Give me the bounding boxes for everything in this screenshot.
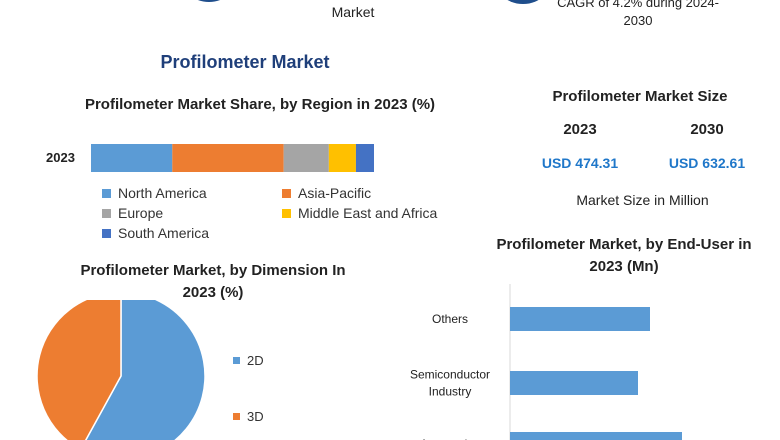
cagr-line-1: CAGR of 4.2% during 2024- [557,0,719,10]
region-category-label: 2023 [46,150,75,165]
legend-swatch [233,413,240,420]
region-chart-title-text: Profilometer Market Share, by Region in … [84,96,436,113]
dimension-legend-item: 2D [233,353,264,368]
legend-swatch [102,228,111,238]
growth-icon [490,0,556,14]
legend-swatch [102,188,111,198]
end-user-category-label: Others [432,312,468,326]
pie-slice-3D [36,300,122,440]
legend-label: South America [118,225,210,241]
globe-icon [178,0,240,12]
region-legend-item: South America [102,225,209,241]
market-size-value-2030: USD 632.61 [668,155,746,171]
header-cagr-text: CAGR of 4.2% during 2024- 2030 [548,0,728,30]
end-user-category-label: Semiconductor Industry [410,368,490,399]
market-size-title: Profilometer Market Size [552,88,728,105]
legend-label: Asia-Pacific [298,185,372,201]
end-user-chart-title: Profilometer Market, by End-User in 2023… [496,236,752,275]
dimension-chart-title: Profilometer Market, by Dimension In 202… [80,262,346,301]
cagr-line-2: 2030 [623,13,653,28]
end-user-bar [510,307,650,331]
region-legend-item: Asia-Pacific [282,185,371,201]
pie-slice-2D [84,300,206,440]
legend-label: Middle East and Africa [298,205,438,221]
dimension-pie-chart [36,300,206,440]
market-size-value-2023: USD 474.31 [541,155,619,171]
region-bar-segment-0 [91,144,173,172]
market-size-year-2030: 2030 [690,121,724,138]
legend-swatch [233,357,240,364]
end-user-bar [510,432,682,440]
page-title: Profilometer Market [160,52,330,72]
region-bar-segment-4 [355,144,374,172]
region-legend-item: Middle East and Africa [282,205,437,221]
legend-swatch [102,208,111,218]
region-bar-segment-2 [283,144,329,172]
region-bar-segment-1 [172,144,284,172]
region-bar-segment-3 [328,144,356,172]
legend-label: 3D [247,409,264,424]
region-bar-segments [91,144,374,172]
region-chart-title: Profilometer Market Share, by Region in … [70,94,450,115]
legend-label: 2D [247,353,264,368]
market-size-unit-note: Market Size in Million [576,192,709,208]
legend-label: North America [118,185,207,201]
market-size-year-2023: 2023 [563,121,597,138]
end-user-category-label: Automotive [420,437,480,440]
dimension-legend-item: 3D [233,409,264,424]
legend-swatch [282,188,291,198]
legend-swatch [282,208,291,218]
legend-label: Europe [118,205,164,221]
region-legend-item: Europe [102,205,163,221]
region-chart: 2023 [46,144,374,172]
header-market-text: Market [331,4,375,20]
end-user-bar [510,371,638,395]
region-legend-item: North America [102,185,207,201]
